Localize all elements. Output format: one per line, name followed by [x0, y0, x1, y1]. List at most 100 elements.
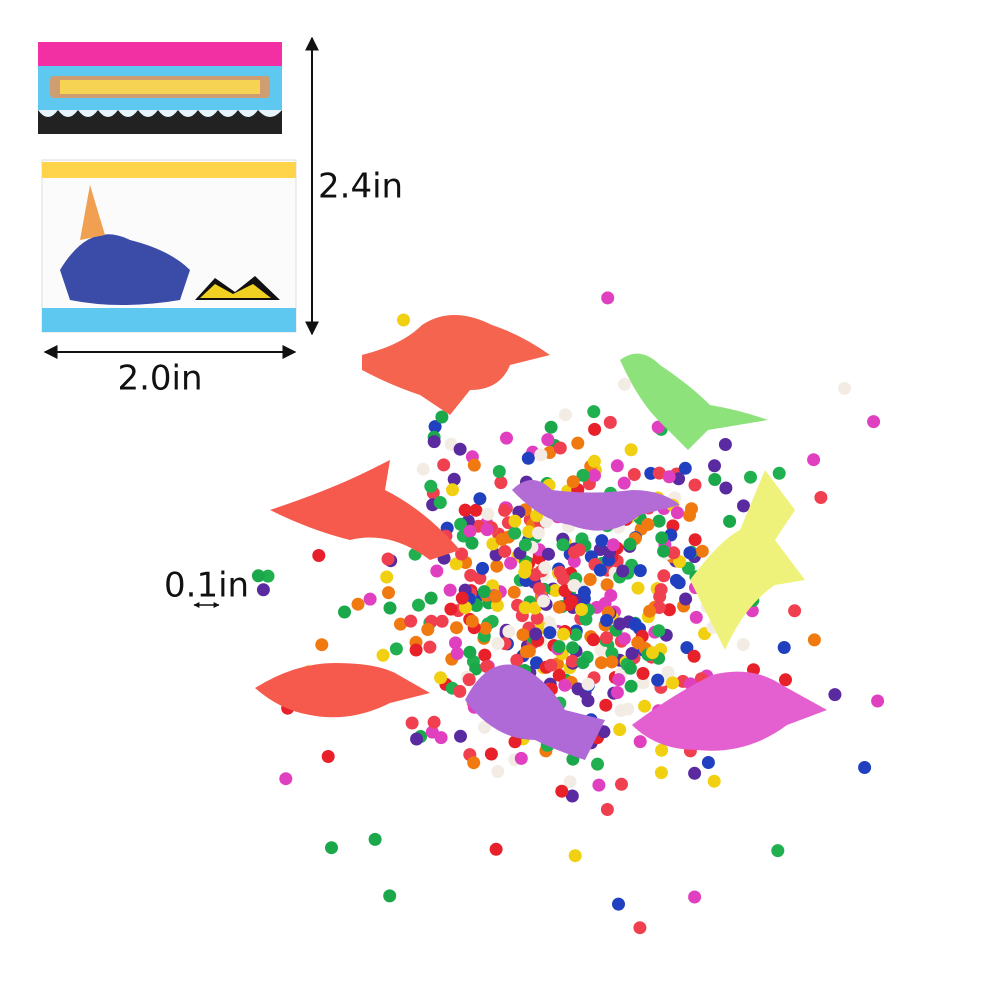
bead: [654, 583, 668, 597]
bead: [723, 514, 737, 528]
bead: [532, 582, 546, 596]
bead: [521, 451, 535, 465]
bead: [412, 598, 425, 612]
bead: [544, 420, 558, 434]
bead: [572, 543, 586, 557]
bead: [321, 750, 335, 763]
bead: [279, 772, 293, 786]
dinosaur: [620, 353, 768, 450]
bead: [672, 576, 686, 590]
bead: [529, 627, 543, 641]
bead: [577, 585, 591, 599]
bead: [434, 671, 448, 685]
bead: [736, 638, 750, 651]
bead: [788, 604, 802, 618]
bead: [576, 468, 590, 482]
bead: [491, 765, 505, 778]
bead: [569, 628, 583, 642]
bead: [600, 803, 614, 816]
bead: [613, 617, 627, 631]
bead: [571, 436, 585, 450]
dinosaur: [690, 470, 805, 650]
bead: [454, 517, 468, 531]
bead: [480, 523, 494, 537]
bead: [682, 561, 695, 575]
dinosaur: [255, 663, 430, 718]
bead: [695, 544, 709, 558]
bead: [680, 641, 694, 655]
bead: [563, 775, 577, 789]
bead: [510, 653, 524, 667]
bead: [618, 377, 632, 391]
bead: [670, 506, 684, 520]
dinosaurs: [255, 315, 827, 760]
bead: [368, 832, 382, 846]
bead: [678, 461, 692, 475]
bead: [667, 546, 681, 560]
bead: [383, 889, 397, 903]
bead: [615, 777, 628, 791]
bead: [548, 584, 562, 597]
bead: [467, 458, 481, 472]
bead: [688, 890, 702, 904]
bead: [453, 684, 467, 698]
bead: [338, 605, 351, 619]
bead: [592, 778, 606, 792]
bead: [581, 677, 595, 691]
bead: [481, 507, 495, 521]
bead: [643, 604, 657, 618]
bead: [465, 536, 479, 550]
bead: [575, 603, 588, 616]
bead: [380, 570, 394, 584]
bead: [631, 636, 645, 650]
bead: [565, 654, 579, 668]
bead: [586, 633, 600, 647]
bead: [701, 756, 715, 769]
bead: [594, 643, 608, 657]
bead: [478, 648, 492, 662]
bead: [443, 583, 457, 597]
bead: [651, 673, 665, 687]
bead: [312, 549, 326, 562]
bead: [568, 849, 582, 863]
bead: [543, 626, 557, 640]
bead: [449, 636, 462, 650]
bead: [625, 647, 639, 660]
bead: [654, 766, 668, 780]
bead: [552, 640, 566, 654]
bead: [500, 431, 513, 445]
bead: [662, 470, 676, 484]
bead: [508, 514, 522, 528]
bead: [518, 601, 532, 615]
bead: [495, 532, 509, 546]
bead: [427, 715, 441, 729]
bead: [434, 731, 448, 745]
bead: [631, 581, 645, 595]
bead: [688, 533, 702, 547]
bead: [566, 641, 580, 655]
bead: [256, 583, 270, 597]
bead: [633, 921, 647, 935]
bead: [651, 420, 665, 434]
bead: [657, 569, 671, 583]
bead: [636, 667, 650, 680]
bead: [838, 381, 851, 395]
bead: [558, 678, 572, 692]
bead: [541, 433, 555, 447]
beads: [251, 291, 885, 935]
bead: [858, 761, 872, 774]
bead: [542, 547, 555, 561]
bead: [679, 592, 693, 606]
bead: [507, 585, 521, 599]
bead: [638, 699, 652, 713]
bead: [516, 628, 530, 642]
bead: [453, 442, 467, 456]
bead: [610, 686, 624, 699]
bead: [814, 491, 828, 504]
bead: [657, 544, 671, 558]
bead: [447, 472, 461, 486]
bead: [477, 585, 491, 599]
bead: [613, 723, 627, 737]
bead: [689, 610, 703, 624]
